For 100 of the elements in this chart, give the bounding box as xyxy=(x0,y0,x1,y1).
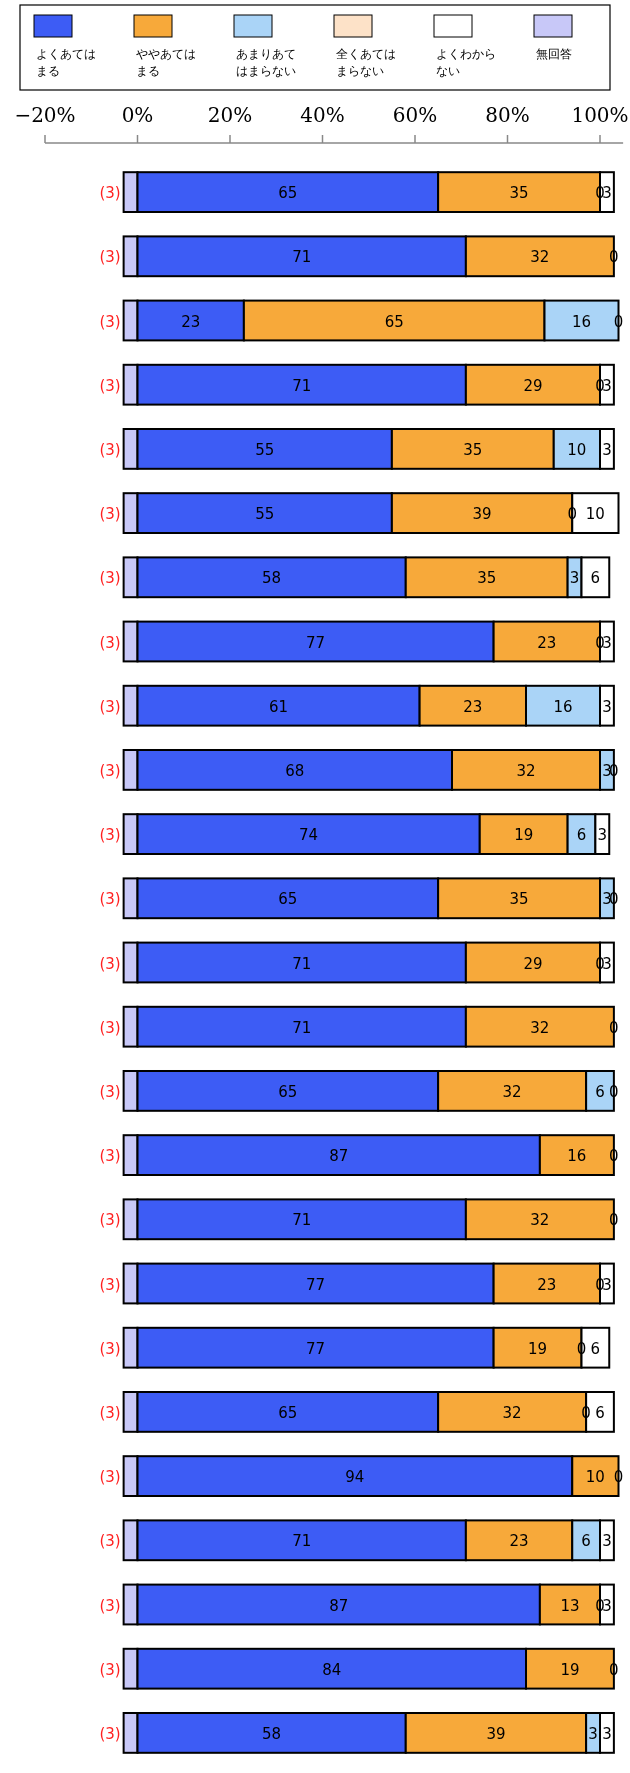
data-label: 3 xyxy=(569,569,580,588)
data-label: 6 xyxy=(581,1532,591,1551)
data-label: (3) xyxy=(99,761,121,780)
data-label: (3) xyxy=(99,1147,121,1166)
data-label: 35 xyxy=(463,440,483,459)
legend-label: 全くあてはまらない xyxy=(336,47,396,78)
data-label: (3) xyxy=(99,440,121,459)
data-label: (3) xyxy=(99,376,121,395)
x-tick-label: 80% xyxy=(485,103,530,127)
data-label: 39 xyxy=(472,505,492,524)
data-label: 55 xyxy=(255,440,275,459)
data-label: 77 xyxy=(306,633,326,652)
data-label: 35 xyxy=(509,184,529,203)
data-label: (3) xyxy=(99,569,121,588)
data-label: 71 xyxy=(292,954,312,973)
data-label: 6 xyxy=(595,1403,605,1422)
data-label: 10 xyxy=(585,1468,605,1487)
data-label: 10 xyxy=(567,440,587,459)
x-tick-label: 100% xyxy=(571,103,629,127)
legend-label: 無回答 xyxy=(536,47,572,61)
data-label: 16 xyxy=(553,697,573,716)
data-label: (3) xyxy=(99,312,121,331)
data-label: (3) xyxy=(99,1468,121,1487)
data-label: 71 xyxy=(292,376,312,395)
data-label: (3) xyxy=(99,954,121,973)
data-label: 3 xyxy=(602,440,612,459)
data-label: 3 xyxy=(597,826,608,845)
data-label: 35 xyxy=(477,569,497,588)
data-label: 32 xyxy=(502,1403,522,1422)
data-label: 87 xyxy=(329,1596,349,1615)
data-label: 71 xyxy=(292,248,312,267)
legend-label: よくわからない xyxy=(436,47,496,78)
data-label: 61 xyxy=(269,697,289,716)
data-label: 23 xyxy=(537,633,557,652)
data-label: 84 xyxy=(322,1660,342,1679)
data-label: 3 xyxy=(602,954,612,973)
data-label: 3 xyxy=(588,1724,598,1743)
data-label: (3) xyxy=(99,697,121,716)
x-tick-label: 40% xyxy=(300,103,345,127)
data-label: 19 xyxy=(528,1339,548,1358)
data-label: 10 xyxy=(585,505,605,524)
data-label: (3) xyxy=(99,1275,121,1294)
data-label: 3 xyxy=(602,184,612,203)
data-label: 23 xyxy=(181,312,201,331)
data-label: 32 xyxy=(530,248,550,267)
data-label: 3 xyxy=(602,1724,612,1743)
data-label: (3) xyxy=(99,1532,121,1551)
data-label: 65 xyxy=(278,890,298,909)
data-label: 3 xyxy=(602,890,612,909)
data-label: 23 xyxy=(463,697,483,716)
legend-label: あまりあてはまらない xyxy=(236,47,296,78)
data-label: 65 xyxy=(278,1403,298,1422)
data-label: 71 xyxy=(292,1532,312,1551)
data-label: (3) xyxy=(99,826,121,845)
data-label: 71 xyxy=(292,1018,312,1037)
data-label: 19 xyxy=(560,1660,580,1679)
data-label: 65 xyxy=(278,1082,298,1101)
data-label: 65 xyxy=(384,312,404,331)
data-label: (3) xyxy=(99,248,121,267)
data-label: 3 xyxy=(602,697,612,716)
data-label: 3 xyxy=(602,376,612,395)
data-label: 32 xyxy=(502,1082,522,1101)
data-label: 3 xyxy=(602,1275,612,1294)
x-tick-label: 60% xyxy=(392,103,438,127)
data-label: 74 xyxy=(299,826,319,845)
legend-label: よくあてはまる xyxy=(36,47,96,78)
data-label: 3 xyxy=(602,1532,612,1551)
legend-label: ややあてはまる xyxy=(136,47,196,78)
data-label: (3) xyxy=(99,1596,121,1615)
data-label: 58 xyxy=(262,1724,282,1743)
data-label: 39 xyxy=(486,1724,506,1743)
data-label: 6 xyxy=(576,826,587,845)
data-label: (3) xyxy=(99,505,121,524)
data-label: 68 xyxy=(285,761,305,780)
data-label: 77 xyxy=(306,1339,326,1358)
data-label: 87 xyxy=(329,1147,349,1166)
data-label: (3) xyxy=(99,1018,121,1037)
data-label: (3) xyxy=(99,184,121,203)
data-label: (3) xyxy=(99,1339,121,1358)
data-label: (3) xyxy=(99,1211,121,1230)
data-label: 77 xyxy=(306,1275,326,1294)
data-label: 23 xyxy=(509,1532,529,1551)
data-label: 32 xyxy=(530,1211,550,1230)
data-label: 58 xyxy=(262,569,282,588)
data-label: (3) xyxy=(99,1724,121,1743)
data-label: 55 xyxy=(255,505,275,524)
data-label: 19 xyxy=(514,826,534,845)
data-label: 94 xyxy=(345,1468,365,1487)
data-label: 6 xyxy=(590,569,601,588)
data-label: (3) xyxy=(99,890,121,909)
x-tick-label: 20% xyxy=(207,103,253,127)
data-label: 3 xyxy=(602,1596,612,1615)
data-label: 16 xyxy=(567,1147,587,1166)
data-label: 32 xyxy=(530,1018,550,1037)
data-label: 32 xyxy=(516,761,536,780)
x-tick-label: −20% xyxy=(14,103,76,127)
data-label: (3) xyxy=(99,1660,121,1679)
data-label: 65 xyxy=(278,184,298,203)
data-label: (3) xyxy=(99,1403,121,1422)
data-label: 6 xyxy=(590,1339,601,1358)
